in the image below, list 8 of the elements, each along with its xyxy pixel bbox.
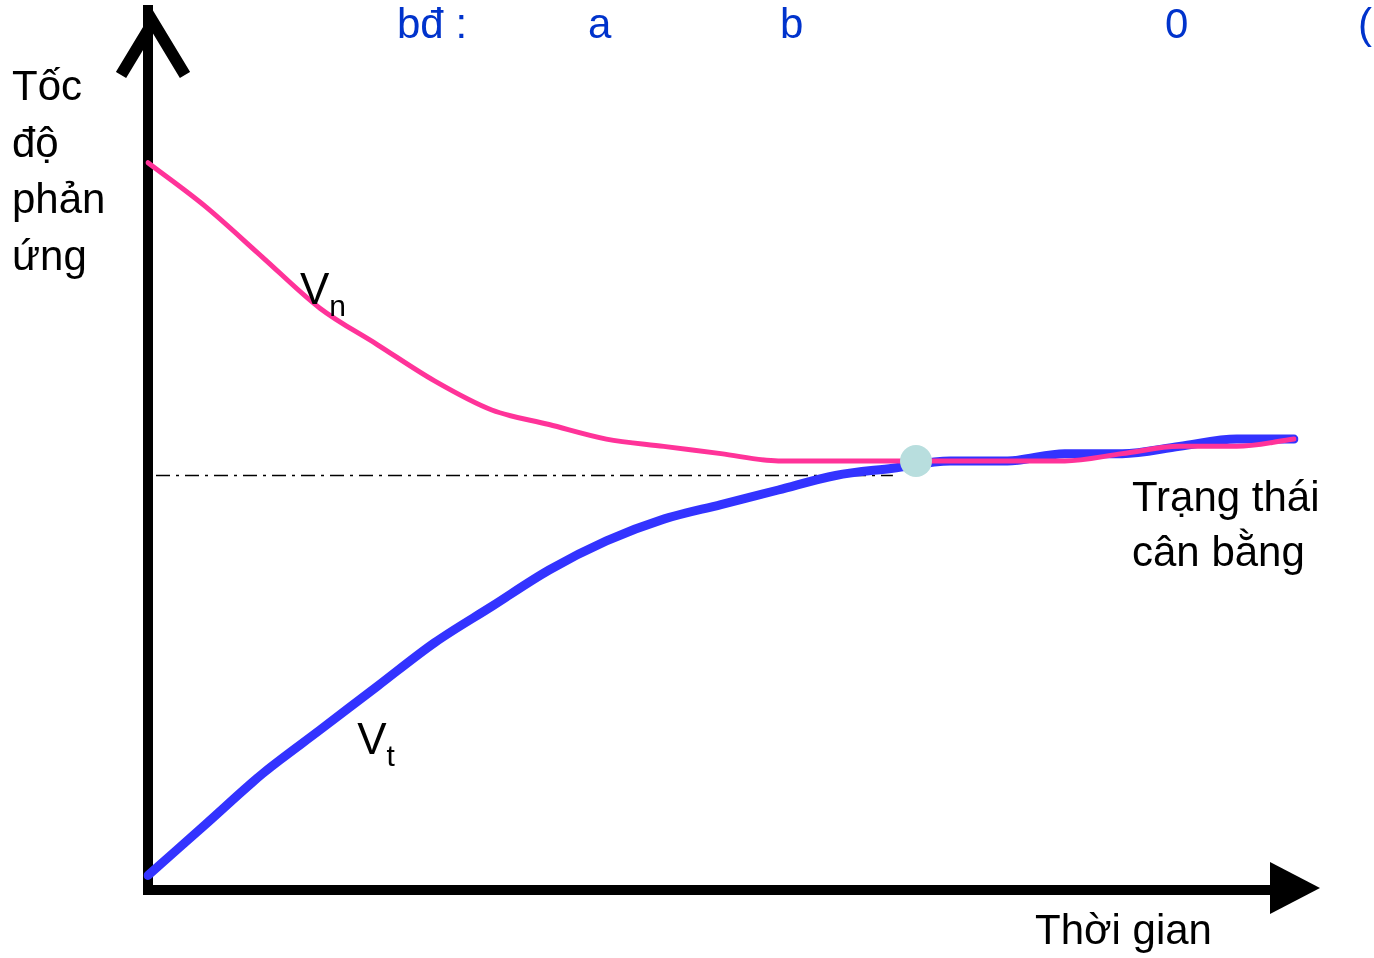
y-axis-title: Tốc độ phản ứng — [12, 61, 107, 282]
text: bđ : — [397, 0, 468, 48]
text: b — [780, 0, 804, 48]
annotation: Trạng thái cân bằng — [1132, 472, 1321, 577]
text: 0 — [1165, 0, 1189, 48]
text: ( — [1358, 0, 1372, 48]
x-axis-title: Thời gian — [1035, 905, 1212, 955]
text: a — [588, 0, 612, 48]
